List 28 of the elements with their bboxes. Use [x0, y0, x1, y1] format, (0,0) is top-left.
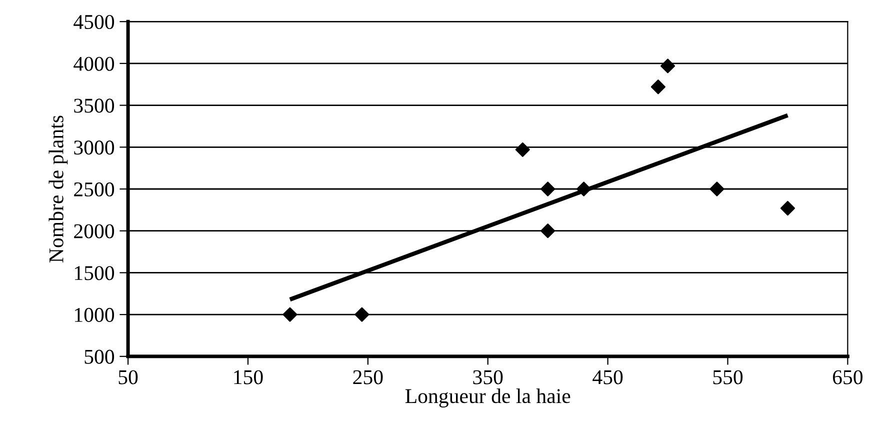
y-tick-label: 3000: [74, 140, 114, 155]
y-tick-label: 4500: [74, 14, 114, 30]
point: [780, 200, 795, 216]
point: [576, 182, 592, 196]
point: [710, 182, 724, 196]
x-tick-label: 450: [592, 370, 623, 384]
x-tick-label: 250: [353, 370, 383, 384]
x-tick-label: 650: [832, 370, 863, 384]
y-tick-label: 2500: [74, 182, 114, 196]
y-tick-label: 500: [84, 350, 114, 364]
x-tick-label: 150: [234, 370, 263, 384]
point: [660, 58, 676, 74]
y-tick-label: 1500: [75, 266, 114, 280]
x-axis-title: Longueur de la haie: [405, 388, 570, 408]
y-tick-label: 4000: [74, 56, 114, 71]
y-tick-label: 1000: [75, 308, 114, 322]
x-tick-label: 350: [473, 370, 503, 384]
x-tick-label: 550: [713, 370, 743, 384]
point: [515, 142, 530, 157]
y-axis-title: Nombre de plants: [48, 116, 68, 262]
point: [540, 224, 556, 238]
y-tick-label: 2000: [74, 224, 114, 238]
point: [650, 80, 666, 94]
point: [282, 307, 298, 322]
x-tick-label: 50: [118, 370, 138, 384]
point: [540, 182, 556, 196]
point: [354, 307, 370, 322]
y-tick-label: 3500: [74, 98, 114, 113]
